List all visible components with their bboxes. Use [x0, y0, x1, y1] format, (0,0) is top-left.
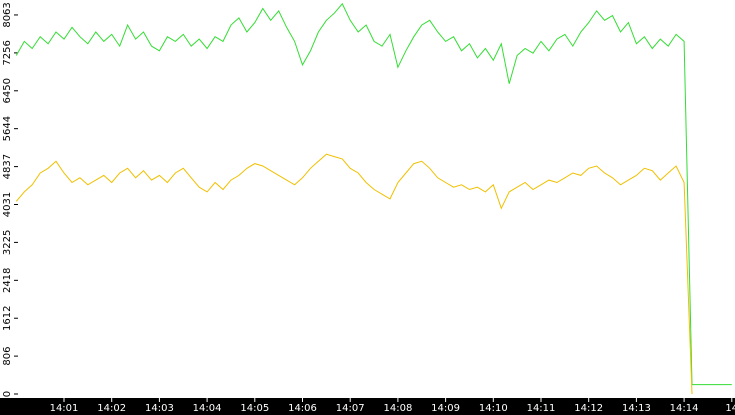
y-tick-label: 6450 — [2, 78, 13, 103]
y-tick-label: 5644 — [2, 116, 13, 141]
x-tick-label: 14:12 — [574, 403, 603, 414]
x-tick-label: 14:09 — [431, 403, 460, 414]
y-tick-label: 0 — [2, 391, 13, 397]
x-tick-label: 14:05 — [240, 403, 269, 414]
y-tick-label: 7256 — [2, 40, 13, 65]
y-tick-label: 1612 — [2, 305, 13, 330]
y-tick-label: 3225 — [2, 230, 13, 255]
series-line — [15, 2, 732, 386]
x-tick-label: 14:01 — [50, 403, 79, 414]
y-tick-label: 806 — [2, 347, 13, 366]
y-tick-label: 2418 — [2, 268, 13, 293]
x-axis-bar — [0, 398, 735, 415]
x-tick-label: 14:02 — [97, 403, 126, 414]
x-tick-label: 14:13 — [622, 403, 651, 414]
x-tick-label: 14:07 — [336, 403, 365, 414]
x-tick-label: 14:03 — [145, 403, 174, 414]
x-tick-label: 14:14 — [670, 403, 699, 414]
x-tick-label: 14:08 — [383, 403, 412, 414]
x-tick-label: 14:11 — [527, 403, 556, 414]
y-tick-label: 8063 — [2, 2, 13, 27]
series-line — [15, 153, 693, 395]
x-tick-label: 14 — [725, 403, 735, 414]
x-tick-label: 14:10 — [479, 403, 508, 414]
x-tick-label: 14:06 — [288, 403, 317, 414]
y-tick-label: 4837 — [2, 154, 13, 179]
y-tick-label: 4031 — [2, 192, 13, 217]
x-tick-label: 14:04 — [193, 403, 222, 414]
